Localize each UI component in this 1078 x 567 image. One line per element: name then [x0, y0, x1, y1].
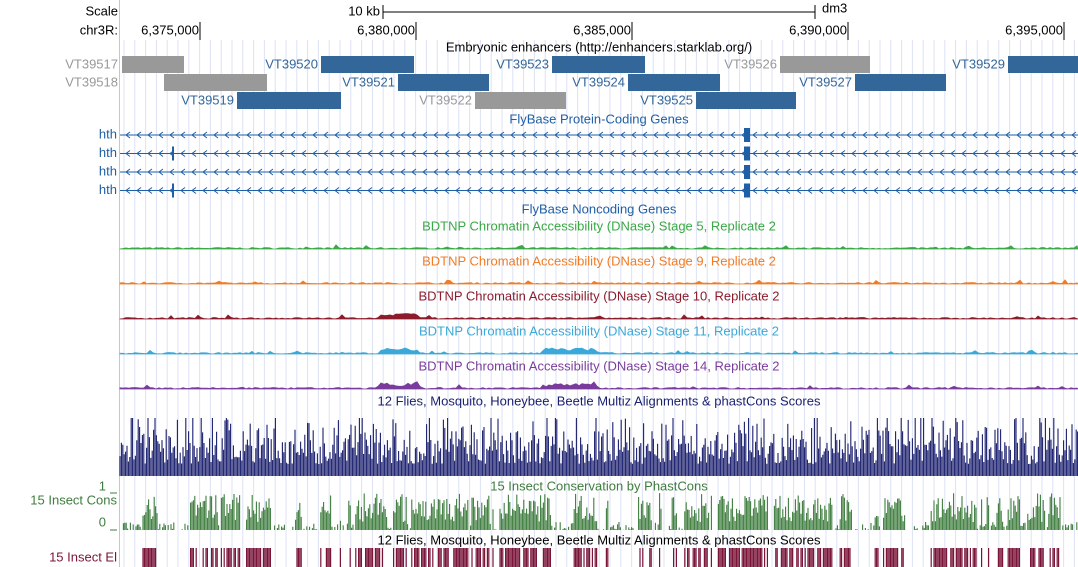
enhancer [475, 92, 566, 109]
left-label: 15 Insect Cons [30, 492, 117, 507]
track-title: FlyBase Protein-Coding Genes [509, 111, 689, 126]
chrom-label: chr3R: [80, 22, 118, 37]
enhancer [164, 74, 267, 91]
gene-label: hth [99, 182, 117, 197]
enhancer-label: VT39519 [181, 92, 234, 107]
enhancer [321, 56, 414, 73]
exon [744, 183, 750, 198]
dnase-signal [119, 313, 1078, 320]
axis-label: 0 [99, 514, 106, 529]
enhancer [1008, 56, 1078, 73]
enhancer-label: VT39525 [640, 92, 693, 107]
enhancer [398, 74, 489, 91]
track-title: BDTNP Chromatin Accessibility (DNase) St… [419, 323, 779, 338]
track-title: BDTNP Chromatin Accessibility (DNase) St… [418, 288, 779, 303]
conserved-elements [142, 548, 1060, 567]
left-label: 15 Insect El [49, 549, 117, 564]
track-title: FlyBase Noncoding Genes [522, 201, 677, 216]
exon [744, 146, 750, 161]
enhancer-label: VT39523 [496, 56, 549, 71]
enhancer [628, 74, 720, 91]
enhancer-label: VT39524 [572, 74, 625, 89]
gene-label: hth [99, 163, 117, 178]
enhancer-label: VT39529 [952, 56, 1005, 71]
dnase-signal [119, 347, 1078, 355]
enhancer-label: VT39520 [265, 56, 318, 71]
track-title: Embryonic enhancers (http://enhancers.st… [446, 39, 752, 54]
dnase-signal [119, 279, 1078, 285]
conservation-signal [122, 493, 1078, 530]
track-title: BDTNP Chromatin Accessibility (DNase) St… [422, 253, 776, 268]
enhancer [780, 56, 870, 73]
position-label: 6,375,000 [141, 22, 199, 37]
gene-label: hth [99, 126, 117, 141]
gene-label: hth [99, 145, 117, 160]
exon [744, 128, 750, 142]
enhancer [552, 56, 645, 73]
enhancer-label: VT39518 [65, 74, 118, 89]
scale-bar-label: 10 kb [348, 3, 380, 18]
multiz-signal [119, 418, 1078, 476]
gene-strand [125, 187, 1077, 194]
enhancer-label: VT39522 [419, 92, 472, 107]
enhancer-label: VT39527 [799, 74, 852, 89]
gene-strand [125, 150, 1077, 157]
enhancer-label: VT39526 [724, 56, 777, 71]
enhancer [855, 74, 946, 91]
enhancer-label: VT39521 [342, 74, 395, 89]
position-label: 6,380,000 [357, 22, 415, 37]
track-title: 12 Flies, Mosquito, Honeybee, Beetle Mul… [378, 532, 821, 547]
enhancer [122, 56, 184, 73]
position-label: 6,390,000 [789, 22, 847, 37]
exon [744, 165, 750, 179]
enhancer-label: VT39517 [65, 56, 118, 71]
enhancer [237, 92, 341, 109]
gene-strand [125, 131, 1077, 139]
assembly: dm3 [822, 0, 847, 15]
track-title: BDTNP Chromatin Accessibility (DNase) St… [422, 218, 776, 233]
position-label: 6,395,000 [1005, 22, 1063, 37]
track-title: BDTNP Chromatin Accessibility (DNase) St… [418, 358, 779, 373]
track-title: 12 Flies, Mosquito, Honeybee, Beetle Mul… [378, 393, 821, 408]
grid [123, 40, 1075, 567]
dnase-signal [119, 381, 1078, 390]
axis-label: 1 [99, 478, 106, 493]
gene-strand [125, 168, 1077, 176]
position-label: 6,385,000 [573, 22, 631, 37]
scale-label: Scale [85, 3, 118, 18]
track-title: 15 Insect Conservation by PhastCons [490, 478, 708, 493]
dnase-signal [119, 244, 1078, 250]
enhancer [696, 92, 796, 109]
